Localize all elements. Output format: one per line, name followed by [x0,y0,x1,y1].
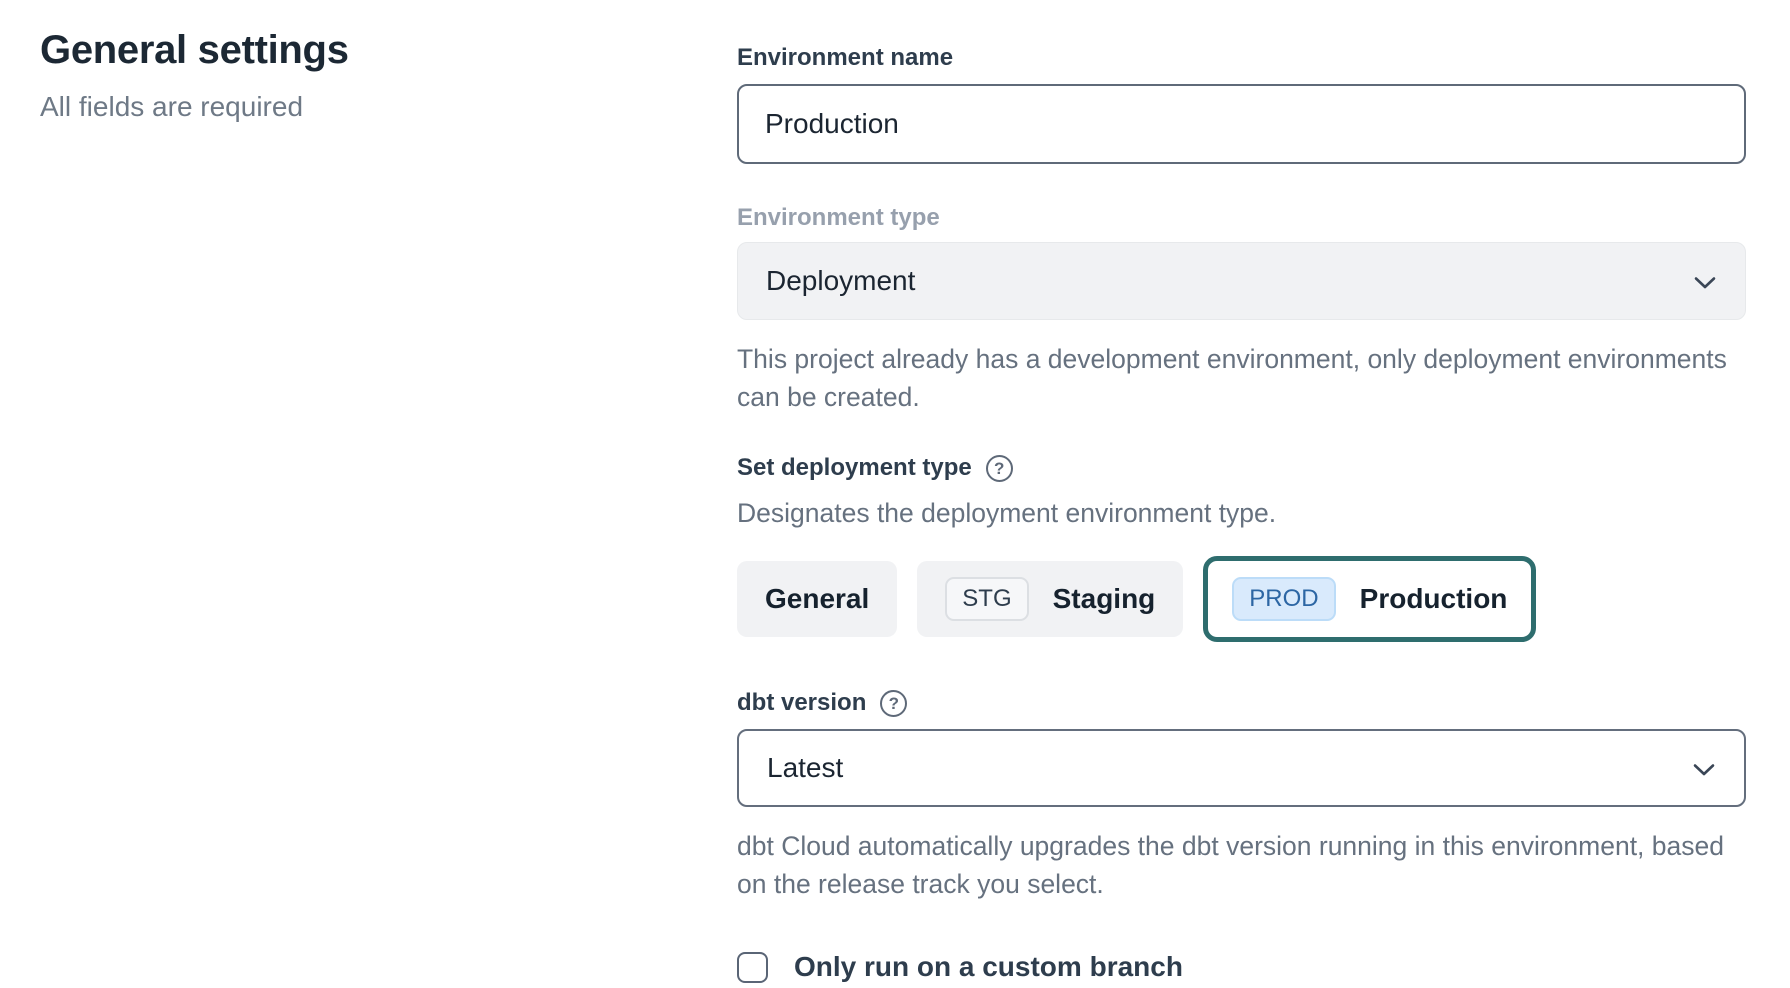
deployment-type-option-production[interactable]: PROD Production [1203,556,1537,642]
settings-form: Environment name Environment type Deploy… [737,0,1746,983]
dbt-version-value: Latest [767,752,844,783]
dbt-version-helper: dbt Cloud automatically upgrades the dbt… [737,831,1724,899]
prod-badge: PROD [1232,577,1336,621]
chevron-down-icon [1692,752,1716,784]
deployment-type-option-staging[interactable]: STG Staging [917,561,1184,637]
help-icon[interactable]: ? [880,689,908,717]
environment-name-label: Environment name [737,44,954,71]
custom-branch-row: Only run on a custom branch [737,951,1746,983]
environment-type-helper: This project already has a development e… [737,344,1727,412]
dbt-version-select[interactable]: Latest [737,729,1746,807]
help-icon[interactable]: ? [985,454,1013,482]
deployment-type-option-staging-label: Staging [1052,583,1156,614]
deployment-type-label-row: Set deployment type ? [737,454,1746,482]
deployment-type-label: Set deployment type [737,454,972,481]
environment-type-label: Environment type [737,204,940,231]
environment-type-value: Deployment [766,265,916,296]
dbt-version-label-row: dbt version ? [737,689,1746,717]
deployment-type-description: Designates the deployment environment ty… [737,498,1277,528]
environment-type-select: Deployment [737,242,1746,320]
chevron-down-icon [1693,265,1717,297]
page-title: General settings [40,28,349,72]
deployment-type-option-general[interactable]: General [737,561,898,637]
dbt-version-label: dbt version [737,689,867,716]
staging-badge: STG [945,577,1029,621]
environment-name-input[interactable] [737,84,1746,164]
custom-branch-checkbox[interactable] [737,951,768,983]
deployment-type-options: General STG Staging PROD Production [737,556,1746,642]
settings-intro-column: General settings All fields are required [40,0,737,983]
deployment-type-option-general-label: General [765,583,870,614]
page-subtitle: All fields are required [40,91,304,122]
custom-branch-label: Only run on a custom branch [794,951,1183,982]
deployment-type-option-production-label: Production [1359,583,1508,614]
